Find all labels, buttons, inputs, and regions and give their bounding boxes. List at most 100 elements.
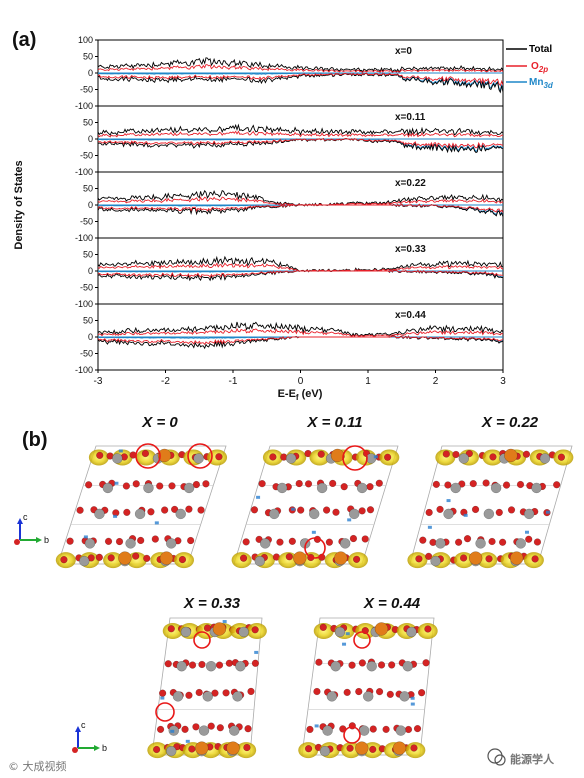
atom <box>141 449 150 458</box>
dos-panel: -100 -50 0 50 x=0.22 <box>75 171 504 243</box>
atom <box>435 538 446 549</box>
highlight-circle <box>304 537 326 559</box>
atom <box>348 661 356 669</box>
structure-label: X = 0.11 <box>306 414 362 431</box>
atom <box>365 453 377 464</box>
structure-x044: X = 0.44 <box>298 595 438 759</box>
atom <box>295 479 303 488</box>
atom <box>170 505 179 514</box>
charge-density-isosurface <box>435 449 456 466</box>
y-tick-label: 0 <box>88 134 93 144</box>
atom <box>374 622 389 636</box>
atom <box>422 659 430 667</box>
dos-panels: -100 -50 0 50 100 x=0 -100 -50 0 50 x=0.11 -100 -50 0… <box>75 35 504 375</box>
atom <box>205 660 217 672</box>
y-tick-label: -100 <box>75 167 93 177</box>
structure-label: X = 0.22 <box>481 414 539 431</box>
atom <box>137 536 145 545</box>
dos-panel: -100 -50 0 50 x=0.11 <box>75 105 504 177</box>
atom <box>102 482 114 494</box>
atom <box>325 538 334 546</box>
atom <box>226 741 240 755</box>
y-tick-label: 0 <box>88 68 93 78</box>
atom <box>165 538 177 549</box>
atom <box>525 535 533 543</box>
atom <box>212 622 227 636</box>
series-total-up <box>98 123 503 137</box>
series-total-down <box>98 138 503 154</box>
highlight-circle <box>343 726 361 744</box>
atom <box>332 508 340 516</box>
panel-label: x=0.44 <box>395 310 426 321</box>
panel-label: x=0.33 <box>395 244 426 255</box>
series-o2p-down <box>98 72 503 87</box>
atom <box>490 482 502 494</box>
atom <box>244 725 252 733</box>
atom <box>304 480 313 488</box>
atom <box>192 480 201 489</box>
y-axis-label: Density of States <box>13 160 25 249</box>
atom <box>507 506 516 514</box>
legend-mn3d-label: Mn3d <box>529 77 554 90</box>
atom <box>402 660 414 672</box>
atom <box>436 505 444 514</box>
atom <box>349 534 358 543</box>
atom <box>504 448 518 463</box>
atom <box>269 453 277 461</box>
atom <box>285 553 293 561</box>
atom <box>489 453 497 461</box>
atom <box>202 480 210 488</box>
atom <box>115 537 124 546</box>
x-tick-label: -3 <box>94 376 103 387</box>
structure-x011: X = 0.11 <box>231 414 400 569</box>
atom <box>202 691 213 702</box>
atom <box>94 508 105 520</box>
y-tick-label: -100 <box>75 299 93 309</box>
atom <box>239 554 248 562</box>
y-tick-label: 50 <box>83 250 93 260</box>
atom <box>134 508 146 520</box>
atom <box>158 689 167 697</box>
atom <box>268 508 280 520</box>
axis-triad-bottom: cb <box>72 720 107 753</box>
atom <box>322 725 333 736</box>
atom <box>362 691 374 702</box>
atom <box>112 453 123 464</box>
atom <box>348 508 360 520</box>
atom <box>187 536 195 545</box>
atom <box>132 552 140 560</box>
atom <box>293 551 307 565</box>
atom <box>175 508 186 520</box>
y-tick-label: -50 <box>80 217 93 227</box>
y-tick-label: 50 <box>83 316 93 326</box>
atom <box>195 741 209 755</box>
atom <box>343 688 351 697</box>
series-o2p-down <box>98 335 503 346</box>
atom <box>432 480 440 489</box>
highlight-circle <box>193 631 211 649</box>
series-total-up <box>98 255 503 273</box>
legend: Total O2p Mn3d <box>506 44 554 90</box>
atom <box>352 555 361 563</box>
atom <box>366 483 374 491</box>
series-total-up <box>98 57 503 73</box>
atom <box>340 483 348 491</box>
atom <box>84 481 93 489</box>
atom <box>225 659 233 667</box>
atom <box>178 555 187 564</box>
series-total-up <box>98 189 503 207</box>
atom <box>147 508 155 516</box>
atom <box>330 448 345 463</box>
atom <box>443 508 454 520</box>
atom <box>509 551 524 565</box>
atom <box>79 555 90 567</box>
atom <box>247 687 255 696</box>
atom <box>250 506 259 514</box>
atom <box>356 482 368 494</box>
atom <box>317 450 325 458</box>
atom <box>425 508 433 517</box>
atom <box>251 659 260 667</box>
atom <box>215 453 223 461</box>
atom <box>502 481 511 489</box>
